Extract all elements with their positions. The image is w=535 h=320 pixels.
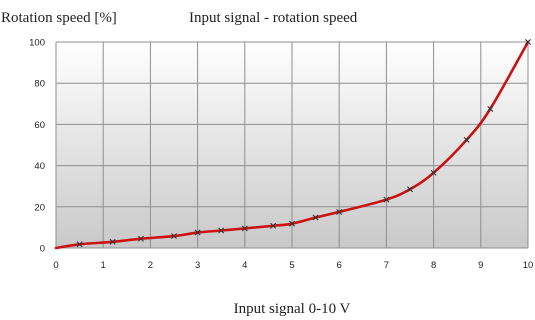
data-point-marker [194,229,201,236]
data-point-marker [76,241,83,248]
y-tick-label: 40 [34,161,45,172]
x-axis-ticks: 0 1 2 3 4 5 6 7 8 9 10 [53,260,533,271]
y-axis-ticks: 0 20 40 60 80 100 [29,38,45,255]
y-axis-label: Rotation speed [%] [1,10,117,26]
data-point-marker [289,220,295,227]
data-point-marker [407,186,413,193]
series-line [54,40,530,250]
grid-lines [55,41,529,249]
y-tick-label: 20 [34,202,45,213]
data-point-marker [137,235,144,242]
x-tick-label: 2 [148,260,153,271]
x-axis-label: Input signal 0-10 V [234,301,351,317]
x-tick-label: 10 [523,260,534,271]
data-point-marker [109,238,116,245]
y-tick-label: 0 [40,244,45,255]
data-point-marker [463,136,470,143]
data-point-marker [487,105,494,112]
data-point-marker [218,227,225,234]
x-tick-label: 5 [289,260,294,271]
data-markers [76,39,531,248]
chart-title: Input signal - rotation speed [189,10,358,26]
x-tick-label: 9 [478,260,483,271]
x-tick-label: 0 [53,260,58,271]
y-tick-label: 100 [29,38,45,49]
x-tick-label: 7 [384,260,389,271]
x-tick-label: 3 [195,260,200,271]
x-tick-label: 8 [431,260,436,271]
data-point-marker [270,222,277,229]
x-tick-label: 6 [337,260,342,271]
data-point-marker [171,233,177,240]
y-tick-label: 60 [34,120,45,131]
data-point-marker [241,225,248,232]
data-point-marker [336,208,343,215]
data-point-marker [525,39,531,45]
x-tick-label: 4 [242,260,247,271]
data-point-marker [430,169,437,176]
data-point-marker [383,196,390,203]
data-point-marker [312,214,319,221]
y-tick-label: 80 [34,79,45,90]
x-tick-label: 1 [101,260,106,271]
series-rotation-speed [54,40,530,250]
